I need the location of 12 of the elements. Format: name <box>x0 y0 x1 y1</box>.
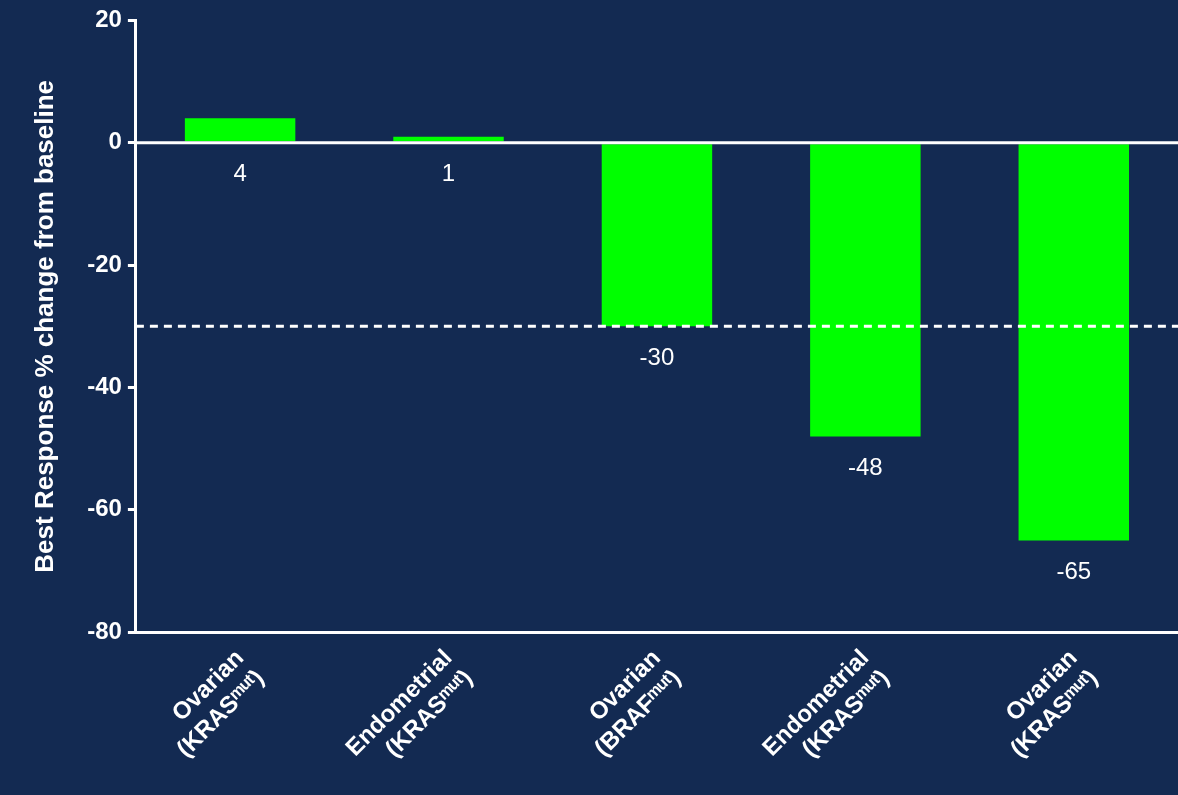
y-tick-label: -80 <box>87 616 122 644</box>
data-label: 1 <box>441 159 456 187</box>
y-axis-title: Best Response % change from baseline <box>28 79 59 573</box>
y-tick-label: -40 <box>87 372 122 400</box>
y-tick-label: -20 <box>87 249 122 277</box>
y-tick-label: 20 <box>95 5 122 33</box>
y-tick-label: 0 <box>108 127 122 155</box>
data-label: -30 <box>639 342 675 370</box>
data-label: 4 <box>233 159 247 187</box>
y-tick-label: -60 <box>87 494 122 522</box>
data-label: -48 <box>848 453 883 481</box>
data-label: -65 <box>1056 557 1092 585</box>
